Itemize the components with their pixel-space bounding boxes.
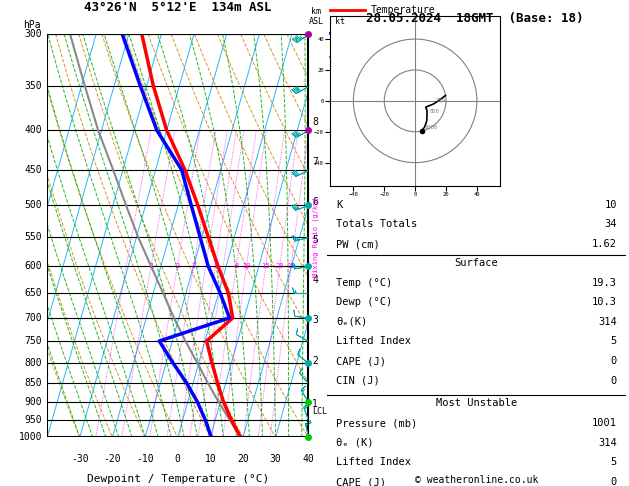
Text: hPa: hPa	[23, 20, 40, 30]
Text: 1.62: 1.62	[592, 239, 617, 249]
Text: 25: 25	[287, 263, 295, 269]
Text: 350: 350	[25, 81, 42, 91]
Text: 28.05.2024  18GMT  (Base: 18): 28.05.2024 18GMT (Base: 18)	[366, 12, 584, 25]
Text: 43°26'N  5°12'E  134m ASL: 43°26'N 5°12'E 134m ASL	[84, 1, 272, 14]
Text: 500: 500	[25, 200, 42, 210]
Text: 400: 400	[25, 125, 42, 136]
Text: Mixing Ratio: Mixing Ratio	[371, 146, 442, 156]
Text: CAPE (J): CAPE (J)	[336, 356, 386, 366]
Text: Dry Adiabat: Dry Adiabat	[371, 76, 436, 86]
Text: LCL: LCL	[312, 407, 327, 416]
Text: 1001: 1001	[592, 418, 617, 428]
Text: θₑ(K): θₑ(K)	[336, 317, 367, 327]
Text: 5: 5	[611, 336, 617, 347]
Text: 8: 8	[234, 263, 238, 269]
Text: 314: 314	[598, 438, 617, 448]
Bar	[47, 34, 308, 437]
Text: 0: 0	[611, 356, 617, 366]
Text: Wet Adiabat: Wet Adiabat	[371, 99, 436, 109]
Text: 0: 0	[175, 453, 181, 464]
Text: 4: 4	[312, 275, 318, 285]
Text: 10.3: 10.3	[592, 297, 617, 307]
Text: Totals Totals: Totals Totals	[336, 219, 417, 229]
Text: CAPE (J): CAPE (J)	[336, 477, 386, 486]
Text: -20: -20	[104, 453, 121, 464]
Text: Parcel Trajectory: Parcel Trajectory	[371, 52, 471, 62]
Text: 300: 300	[25, 29, 42, 39]
Text: 1: 1	[312, 399, 318, 409]
Text: 1000: 1000	[424, 125, 437, 130]
Text: 550: 550	[25, 232, 42, 242]
Text: 40: 40	[303, 453, 314, 464]
Text: 850: 850	[25, 378, 42, 388]
Text: Temperature: Temperature	[371, 5, 436, 15]
Text: Mixing Ratio (g/kg): Mixing Ratio (g/kg)	[312, 197, 319, 278]
Text: 3: 3	[192, 263, 196, 269]
Text: 700: 700	[25, 313, 42, 323]
Text: Dewp (°C): Dewp (°C)	[336, 297, 392, 307]
Text: 5: 5	[213, 263, 218, 269]
Text: 19.3: 19.3	[592, 278, 617, 288]
Text: 20: 20	[237, 453, 249, 464]
Text: 20: 20	[276, 263, 284, 269]
Text: 10: 10	[242, 263, 251, 269]
Text: -30: -30	[71, 453, 89, 464]
Text: Lifted Index: Lifted Index	[336, 336, 411, 347]
Text: 5: 5	[611, 457, 617, 468]
Text: 650: 650	[25, 288, 42, 298]
Text: 8: 8	[312, 117, 318, 127]
Text: 2: 2	[175, 263, 179, 269]
Text: 0: 0	[611, 477, 617, 486]
Text: 2: 2	[312, 356, 318, 365]
Text: Surface: Surface	[455, 258, 498, 268]
Text: Isotherm: Isotherm	[371, 123, 418, 133]
Text: 800: 800	[25, 358, 42, 367]
Text: 600: 600	[25, 261, 42, 271]
Text: km
ASL: km ASL	[309, 6, 323, 26]
Text: PW (cm): PW (cm)	[336, 239, 380, 249]
Text: 5: 5	[312, 235, 318, 245]
Text: 6: 6	[312, 197, 318, 207]
Text: Lifted Index: Lifted Index	[336, 457, 411, 468]
Text: Pressure (mb): Pressure (mb)	[336, 418, 417, 428]
Text: 15: 15	[262, 263, 270, 269]
Text: 0: 0	[611, 376, 617, 386]
Text: 314: 314	[598, 317, 617, 327]
Text: 750: 750	[25, 336, 42, 346]
Text: 900: 900	[25, 397, 42, 407]
Text: CIN (J): CIN (J)	[336, 376, 380, 386]
Text: 1000: 1000	[18, 433, 42, 442]
Text: 10: 10	[604, 200, 617, 210]
Text: 700: 700	[436, 98, 445, 103]
Text: 950: 950	[25, 415, 42, 425]
Text: 3: 3	[312, 315, 318, 325]
Text: K: K	[336, 200, 342, 210]
Text: θₑ (K): θₑ (K)	[336, 438, 374, 448]
Text: Dewpoint: Dewpoint	[371, 28, 418, 38]
Text: 850: 850	[430, 109, 439, 114]
Text: 450: 450	[25, 165, 42, 175]
Text: 7: 7	[312, 157, 318, 167]
Text: Most Unstable: Most Unstable	[436, 399, 517, 408]
Text: 34: 34	[604, 219, 617, 229]
Text: 10: 10	[204, 453, 216, 464]
Text: -10: -10	[136, 453, 154, 464]
Text: kt: kt	[335, 17, 345, 26]
Text: © weatheronline.co.uk: © weatheronline.co.uk	[415, 474, 538, 485]
Text: Dewpoint / Temperature (°C): Dewpoint / Temperature (°C)	[87, 474, 269, 484]
Text: Temp (°C): Temp (°C)	[336, 278, 392, 288]
Text: 1: 1	[149, 263, 153, 269]
Text: 30: 30	[270, 453, 281, 464]
